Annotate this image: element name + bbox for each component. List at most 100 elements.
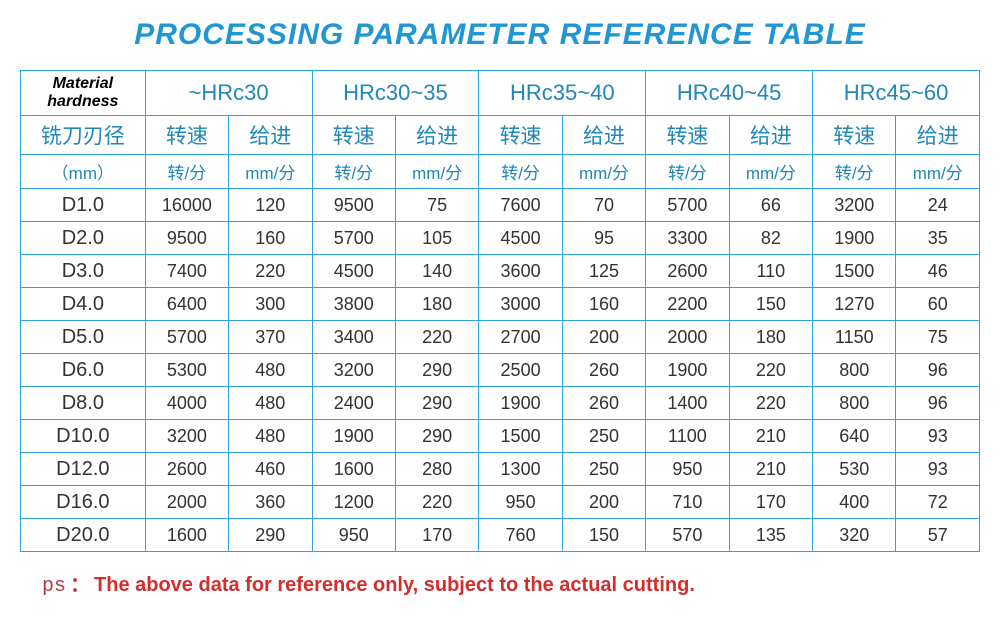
feed-cell: 95 [562, 222, 645, 255]
diameter-unit: （mm） [21, 155, 146, 189]
feed-header: 给进 [395, 116, 478, 155]
speed-cell: 1600 [312, 453, 395, 486]
diameter-cell: D4.0 [21, 288, 146, 321]
footnote: ps：The above data for reference only, su… [42, 568, 980, 598]
feed-cell: 290 [395, 387, 478, 420]
speed-cell: 2400 [312, 387, 395, 420]
hardness-group: HRc45~60 [813, 71, 980, 116]
speed-cell: 1200 [312, 486, 395, 519]
page-container: PROCESSING PARAMETER REFERENCE TABLE Mat… [0, 0, 1000, 598]
feed-cell: 150 [562, 519, 645, 552]
table-row: D2.095001605700105450095330082190035 [21, 222, 980, 255]
material-hardness-label: Material hardness [21, 71, 146, 116]
speed-cell: 5700 [145, 321, 228, 354]
feed-cell: 220 [729, 387, 812, 420]
feed-cell: 46 [896, 255, 980, 288]
speed-header: 转速 [145, 116, 228, 155]
feed-cell: 82 [729, 222, 812, 255]
feed-cell: 290 [395, 420, 478, 453]
feed-cell: 60 [896, 288, 980, 321]
diameter-header: 铣刀刃径 [21, 116, 146, 155]
speed-cell: 5300 [145, 354, 228, 387]
speed-cell: 1400 [646, 387, 729, 420]
feed-cell: 250 [562, 420, 645, 453]
table-row: D8.0400048024002901900260140022080096 [21, 387, 980, 420]
feed-cell: 370 [229, 321, 312, 354]
feed-cell: 360 [229, 486, 312, 519]
diameter-cell: D3.0 [21, 255, 146, 288]
speed-cell: 3800 [312, 288, 395, 321]
speed-header: 转速 [479, 116, 562, 155]
ps-text: The above data for reference only, subje… [94, 574, 695, 596]
table-row: D3.07400220450014036001252600110150046 [21, 255, 980, 288]
feed-cell: 180 [395, 288, 478, 321]
speed-cell: 7600 [479, 189, 562, 222]
diameter-cell: D6.0 [21, 354, 146, 387]
speed-cell: 1500 [813, 255, 896, 288]
speed-cell: 4500 [312, 255, 395, 288]
feed-cell: 170 [729, 486, 812, 519]
speed-header: 转速 [813, 116, 896, 155]
speed-cell: 710 [646, 486, 729, 519]
feed-cell: 120 [229, 189, 312, 222]
speed-unit: 转/分 [646, 155, 729, 189]
feed-cell: 460 [229, 453, 312, 486]
speed-cell: 950 [479, 486, 562, 519]
speed-cell: 7400 [145, 255, 228, 288]
feed-cell: 96 [896, 387, 980, 420]
hardness-group: HRc30~35 [312, 71, 479, 116]
speed-cell: 530 [813, 453, 896, 486]
feed-cell: 210 [729, 420, 812, 453]
speed-cell: 3400 [312, 321, 395, 354]
feed-cell: 66 [729, 189, 812, 222]
feed-cell: 70 [562, 189, 645, 222]
feed-cell: 260 [562, 354, 645, 387]
feed-cell: 160 [562, 288, 645, 321]
feed-cell: 170 [395, 519, 478, 552]
feed-cell: 480 [229, 387, 312, 420]
table-body: Material hardness~HRc30HRc30~35HRc35~40H… [21, 71, 980, 552]
table-row: D12.026004601600280130025095021053093 [21, 453, 980, 486]
speed-unit: 转/分 [145, 155, 228, 189]
hardness-group: ~HRc30 [145, 71, 312, 116]
speed-cell: 6400 [145, 288, 228, 321]
speed-cell: 950 [646, 453, 729, 486]
table-row: D4.06400300380018030001602200150127060 [21, 288, 980, 321]
feed-cell: 260 [562, 387, 645, 420]
table-row: D5.05700370340022027002002000180115075 [21, 321, 980, 354]
feed-cell: 290 [395, 354, 478, 387]
speed-cell: 1900 [813, 222, 896, 255]
feed-unit: mm/分 [896, 155, 980, 189]
speed-cell: 1150 [813, 321, 896, 354]
feed-unit: mm/分 [729, 155, 812, 189]
speed-cell: 4000 [145, 387, 228, 420]
diameter-cell: D1.0 [21, 189, 146, 222]
feed-cell: 480 [229, 420, 312, 453]
speed-cell: 4500 [479, 222, 562, 255]
feed-cell: 125 [562, 255, 645, 288]
diameter-cell: D2.0 [21, 222, 146, 255]
speed-cell: 3300 [646, 222, 729, 255]
feed-header: 给进 [729, 116, 812, 155]
speed-cell: 9500 [312, 189, 395, 222]
speed-cell: 1300 [479, 453, 562, 486]
feed-cell: 93 [896, 420, 980, 453]
feed-cell: 300 [229, 288, 312, 321]
feed-cell: 220 [729, 354, 812, 387]
feed-header: 给进 [229, 116, 312, 155]
hardness-group: HRc40~45 [646, 71, 813, 116]
speed-cell: 1900 [646, 354, 729, 387]
feed-cell: 72 [896, 486, 980, 519]
feed-cell: 200 [562, 321, 645, 354]
speed-cell: 760 [479, 519, 562, 552]
feed-cell: 93 [896, 453, 980, 486]
diameter-cell: D12.0 [21, 453, 146, 486]
speed-cell: 1270 [813, 288, 896, 321]
feed-cell: 280 [395, 453, 478, 486]
table-row: D6.0530048032002902500260190022080096 [21, 354, 980, 387]
speed-cell: 1500 [479, 420, 562, 453]
speed-unit: 转/分 [312, 155, 395, 189]
feed-header: 给进 [562, 116, 645, 155]
speed-cell: 1900 [479, 387, 562, 420]
diameter-cell: D16.0 [21, 486, 146, 519]
